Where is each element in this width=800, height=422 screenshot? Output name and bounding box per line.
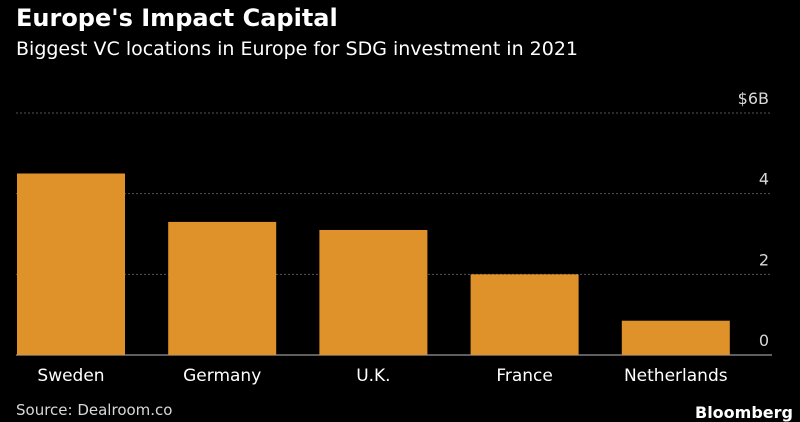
y-tick-label: 0 bbox=[759, 331, 769, 350]
bar bbox=[168, 221, 277, 355]
bars bbox=[17, 173, 730, 355]
x-category-label: Sweden bbox=[37, 366, 104, 386]
chart-subtitle: Biggest VC locations in Europe for SDG i… bbox=[16, 38, 579, 60]
x-category-label: Germany bbox=[183, 366, 261, 386]
bar bbox=[621, 320, 730, 355]
y-tick-label: $6B bbox=[738, 89, 769, 108]
y-tick-labels: $6B 4 2 0 bbox=[738, 89, 769, 350]
bar bbox=[17, 173, 125, 355]
bar bbox=[319, 229, 428, 355]
bar bbox=[470, 274, 579, 355]
y-tick-label: 4 bbox=[759, 170, 769, 189]
brand-logo-text: Bloomberg bbox=[695, 403, 793, 422]
source-note: Source: Dealroom.co bbox=[16, 401, 173, 419]
chart-title: Europe's Impact Capital bbox=[16, 4, 338, 32]
x-category-label: Netherlands bbox=[624, 366, 728, 386]
y-tick-label: 2 bbox=[759, 250, 769, 269]
x-category-label: France bbox=[496, 366, 553, 386]
x-category-label: U.K. bbox=[356, 366, 390, 386]
x-category-labels: Sweden Germany U.K. France Netherlands bbox=[37, 366, 727, 386]
